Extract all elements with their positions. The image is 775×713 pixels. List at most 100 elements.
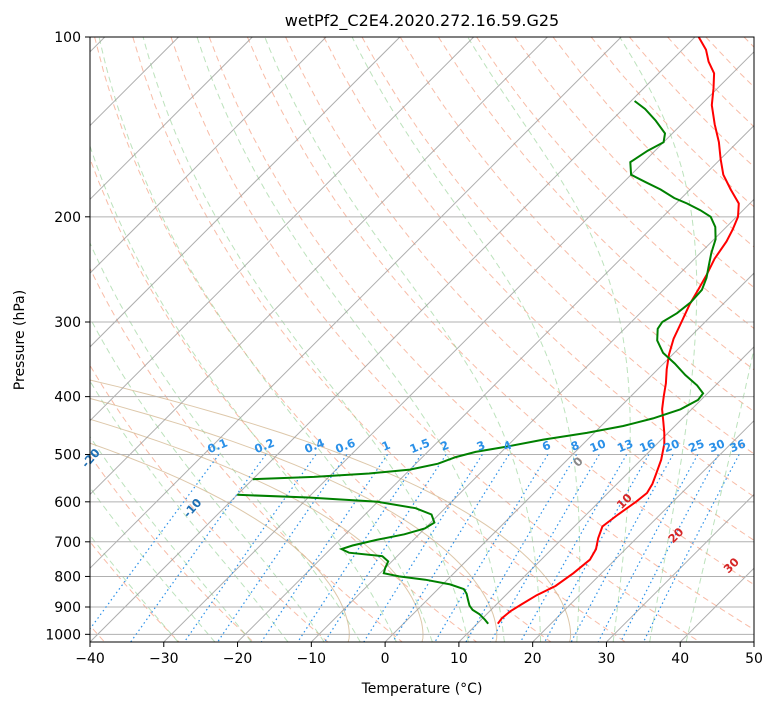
- x-tick-label: 0: [381, 651, 390, 667]
- dry-adiabat-line: [90, 157, 477, 642]
- dry-adiabat-line: [514, 37, 754, 289]
- isotherm-line: [532, 419, 754, 642]
- background-lines: [90, 37, 754, 642]
- plot-frame: [89, 36, 755, 643]
- mixing-ratio-line: [597, 454, 699, 642]
- mixing-ratio-label: 8: [569, 438, 582, 454]
- moist-adiabat-line: [685, 346, 754, 642]
- dry-adiabat-line: [90, 454, 254, 642]
- mixing-ratio-line: [297, 454, 422, 642]
- moist-adiabat-line: [90, 435, 252, 642]
- moist-adiabat-line: [98, 37, 433, 642]
- mixing-ratio-line: [544, 454, 650, 642]
- dry-adiabat-line: [361, 37, 754, 455]
- mixing-ratio-line: [465, 454, 578, 642]
- dry-adiabat-line: [170, 37, 701, 642]
- dry-adiabat-line: [246, 37, 754, 586]
- mixing-ratio-label: 20: [661, 436, 681, 455]
- isotherm-line: [753, 641, 754, 642]
- y-tick-label: 400: [54, 390, 81, 406]
- mixing-ratio-line: [392, 454, 510, 642]
- moist-adiabat-label: 20: [665, 525, 686, 546]
- y-tick-label: 200: [54, 210, 81, 226]
- mixing-ratio-line: [519, 454, 628, 642]
- dry-adiabat-line: [743, 37, 754, 48]
- y-tick-label: 800: [54, 569, 81, 585]
- mixing-ratio-line: [324, 454, 447, 642]
- isotherm-line: [90, 37, 622, 569]
- y-axis-label: Pressure (hPa): [12, 290, 28, 390]
- mixing-ratio-label: 0.6: [333, 436, 357, 457]
- mixing-ratio-label: 1: [380, 438, 393, 454]
- isotherm-line: [310, 198, 754, 642]
- moist-adiabat-line: [90, 317, 325, 642]
- temperature-line: [496, 37, 740, 625]
- isotherm-line: [90, 37, 401, 348]
- x-axis: −40 −30 −20 −10 0 10 20 30 40 50: [75, 642, 763, 667]
- y-tick-label: 500: [54, 448, 81, 464]
- x-tick-label: 50: [745, 651, 763, 667]
- moist-adiabat-label: 30: [721, 555, 742, 576]
- mixing-ratio-line: [620, 454, 719, 642]
- isotherm-line: [90, 37, 253, 201]
- dry-adiabat-line: [629, 37, 754, 168]
- dry-adiabat-line: [90, 364, 329, 642]
- moist-adiabat-line: [142, 37, 469, 642]
- mixing-ratio-label: 6: [540, 438, 553, 454]
- mixing-ratio-line: [642, 454, 740, 642]
- x-tick-label: −10: [297, 651, 327, 667]
- isotherm-line: [90, 37, 696, 642]
- moist-adiabat-label: 0: [570, 454, 586, 470]
- y-tick-label: 100: [54, 30, 81, 46]
- sounding-profiles: [237, 37, 740, 625]
- mixing-ratio-label: 36: [728, 436, 748, 455]
- dry-adiabat-line: [208, 37, 754, 631]
- isotherm-line: [163, 51, 754, 642]
- dry-adiabat-line: [90, 540, 180, 642]
- mixing-ratio-label: 25: [686, 436, 706, 455]
- x-axis-label: Temperature (°C): [361, 681, 483, 697]
- mixing-ratio-label: 16: [637, 436, 657, 455]
- dry-adiabat-line: [590, 37, 754, 208]
- mixing-ratio-label: 2: [438, 438, 451, 454]
- dewpoint-line: [237, 493, 489, 625]
- x-tick-label: 10: [450, 651, 468, 667]
- isotherm-line: [679, 567, 754, 642]
- isotherm-line: [90, 37, 548, 496]
- y-tick-label: 700: [54, 535, 81, 551]
- curved-guide-line: [90, 379, 572, 642]
- mixing-ratio-line: [363, 454, 483, 642]
- curved-guide-line: [90, 418, 424, 642]
- dry-adiabat-line: [399, 37, 754, 413]
- mixing-ratio-label: 0.2: [252, 436, 276, 457]
- isotherm-line: [237, 124, 754, 642]
- moist-adiabat-line: [90, 380, 289, 642]
- y-tick-label: 1000: [45, 627, 81, 643]
- mixing-ratio-line: [183, 454, 317, 642]
- dry-adiabat-line: [285, 37, 754, 541]
- x-tick-label: −40: [75, 651, 105, 667]
- mixing-ratio-label: 10: [588, 436, 608, 455]
- y-tick-label: 600: [54, 495, 81, 511]
- dry-adiabat-line: [90, 267, 403, 642]
- dry-adiabat-label: -10: [180, 496, 204, 521]
- mixing-ratio-line: [260, 454, 388, 642]
- moist-adiabat-line: [196, 37, 505, 642]
- mixing-ratio-label: 0.4: [302, 436, 326, 457]
- dry-adiabat-line: [132, 37, 626, 642]
- y-tick-label: 900: [54, 600, 81, 616]
- isotherm-line: [606, 493, 754, 642]
- y-axis: 100 200 300 400 500 600 700 800 900 1000: [45, 30, 90, 643]
- chart-title: wetPf2_C2E4.2020.272.16.59.G25: [285, 11, 559, 31]
- moist-adiabat-line: [351, 37, 581, 642]
- moist-adiabat-line: [90, 241, 361, 642]
- isotherm-line: [458, 346, 754, 642]
- x-tick-label: −30: [149, 651, 179, 667]
- y-tick-label: 300: [54, 315, 81, 331]
- dry-adiabat-line: [667, 37, 754, 128]
- dry-adiabat-line: [94, 37, 552, 642]
- dry-adiabat-line: [476, 37, 754, 330]
- mixing-ratio-line: [490, 454, 600, 642]
- dry-adiabat-label: -20: [78, 446, 102, 471]
